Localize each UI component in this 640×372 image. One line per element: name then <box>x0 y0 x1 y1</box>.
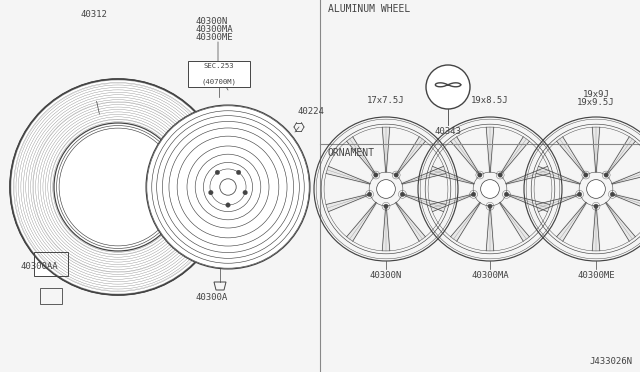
Bar <box>188 61 250 87</box>
Text: SEC.253: SEC.253 <box>204 63 234 69</box>
Polygon shape <box>451 202 481 241</box>
Polygon shape <box>395 137 426 176</box>
Circle shape <box>400 192 404 196</box>
Circle shape <box>220 179 236 195</box>
Circle shape <box>587 180 605 198</box>
Circle shape <box>594 204 598 208</box>
Circle shape <box>488 204 492 208</box>
Text: 40343: 40343 <box>435 127 461 136</box>
Text: 40300MA: 40300MA <box>195 25 232 34</box>
Polygon shape <box>486 206 494 251</box>
Text: 19x8.5J: 19x8.5J <box>471 96 509 105</box>
Polygon shape <box>326 193 371 212</box>
Text: 40312: 40312 <box>80 10 107 19</box>
Circle shape <box>374 173 378 177</box>
Circle shape <box>209 190 213 195</box>
Circle shape <box>215 170 220 175</box>
Polygon shape <box>382 127 390 172</box>
Circle shape <box>10 79 226 295</box>
Circle shape <box>504 192 509 196</box>
Text: J433026N: J433026N <box>589 357 632 366</box>
Circle shape <box>584 173 588 177</box>
Bar <box>34 252 68 276</box>
Text: 40300A: 40300A <box>195 293 227 302</box>
Text: 40224: 40224 <box>298 107 325 116</box>
Polygon shape <box>557 202 587 241</box>
Circle shape <box>236 170 241 175</box>
Polygon shape <box>592 206 600 251</box>
Text: 40300N: 40300N <box>195 17 227 26</box>
Text: 40300MA: 40300MA <box>471 271 509 280</box>
Text: 40300N: 40300N <box>370 271 402 280</box>
Circle shape <box>477 173 482 177</box>
Circle shape <box>384 204 388 208</box>
Circle shape <box>394 173 398 177</box>
Circle shape <box>376 180 396 198</box>
Circle shape <box>577 192 582 196</box>
Text: (40700M): (40700M) <box>202 78 237 84</box>
Polygon shape <box>430 193 474 212</box>
Text: 17x7.5J: 17x7.5J <box>367 96 405 105</box>
Circle shape <box>367 192 372 196</box>
Polygon shape <box>451 137 481 176</box>
Polygon shape <box>347 202 377 241</box>
Circle shape <box>243 190 248 195</box>
Polygon shape <box>612 193 640 212</box>
Polygon shape <box>536 166 580 185</box>
Polygon shape <box>605 202 636 241</box>
Polygon shape <box>557 137 587 176</box>
Circle shape <box>498 173 502 177</box>
Circle shape <box>604 173 608 177</box>
Polygon shape <box>536 193 580 212</box>
Circle shape <box>426 65 470 109</box>
Circle shape <box>481 180 499 198</box>
Circle shape <box>226 203 230 207</box>
Circle shape <box>146 105 310 269</box>
Circle shape <box>611 192 614 196</box>
Text: 40300ME: 40300ME <box>577 271 615 280</box>
Polygon shape <box>402 193 446 212</box>
Text: ORNAMENT: ORNAMENT <box>328 148 375 158</box>
Polygon shape <box>382 206 390 251</box>
Polygon shape <box>499 137 529 176</box>
Polygon shape <box>402 166 446 185</box>
Polygon shape <box>486 127 494 172</box>
Polygon shape <box>605 137 636 176</box>
Polygon shape <box>506 166 550 185</box>
Polygon shape <box>430 166 474 185</box>
Polygon shape <box>347 137 377 176</box>
Polygon shape <box>395 202 426 241</box>
Polygon shape <box>592 127 600 172</box>
Polygon shape <box>506 193 550 212</box>
Polygon shape <box>612 166 640 185</box>
Text: 40300AA: 40300AA <box>20 262 58 271</box>
Polygon shape <box>326 166 371 185</box>
Text: 19x9.5J: 19x9.5J <box>577 98 615 107</box>
Text: 40300ME: 40300ME <box>195 33 232 42</box>
Bar <box>40 288 62 304</box>
Text: 19x9J: 19x9J <box>582 90 609 99</box>
Polygon shape <box>499 202 529 241</box>
Text: ALUMINUM WHEEL: ALUMINUM WHEEL <box>328 4 410 14</box>
Circle shape <box>472 192 476 196</box>
